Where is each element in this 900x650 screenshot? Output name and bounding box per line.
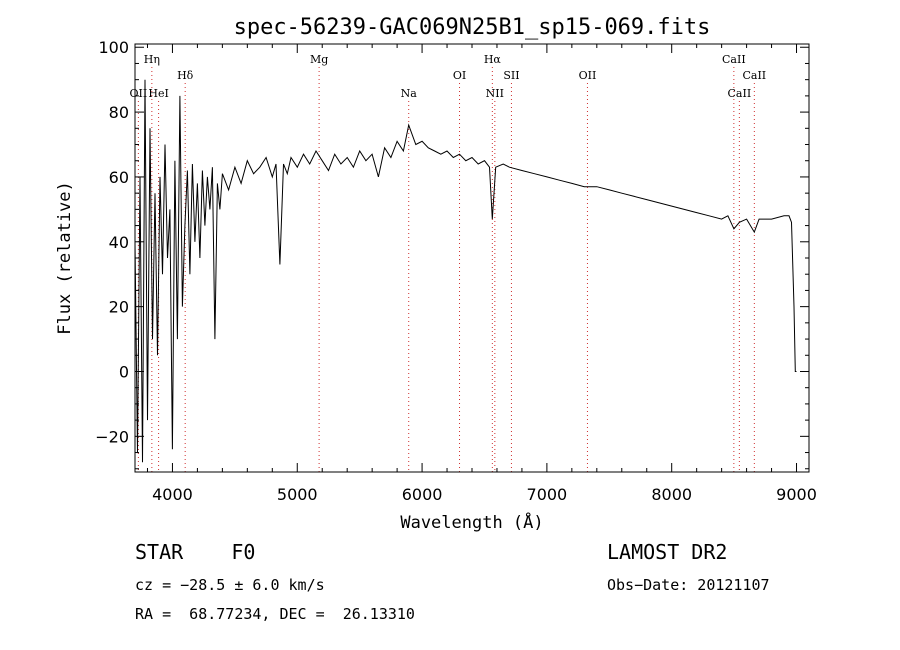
- y-tick-label: 0: [119, 362, 129, 381]
- ra-dec-coordinates: RA = 68.77234, DEC = 26.13310: [135, 605, 415, 623]
- y-tick-label: 60: [109, 168, 129, 187]
- object-class: STAR F0: [135, 540, 256, 564]
- spectral-line-label: Mg: [310, 53, 328, 66]
- axis-ticks: 4000 5000 6000 7000 8000 9000 −20 0 20 40 60 80 100: [95, 38, 817, 504]
- spectral-line-label: CaII: [728, 87, 752, 100]
- x-tick-label: 5000: [277, 485, 318, 504]
- y-tick-label: 100: [98, 38, 129, 57]
- spectral-line-label: Hη: [144, 53, 160, 66]
- y-axis-label: Flux (relative): [55, 181, 75, 335]
- spectral-line-label: SII: [503, 69, 519, 82]
- spectral-line-label: NII: [486, 87, 504, 100]
- observation-date: Obs−Date: 20121107: [607, 576, 770, 594]
- x-axis-label: Wavelength (Å): [400, 511, 543, 533]
- spectral-line-label: CaII: [722, 53, 746, 66]
- y-tick-label: 40: [109, 233, 129, 252]
- plot-frame: [134, 43, 810, 473]
- y-tick-label: 80: [109, 103, 129, 122]
- spectrum-chart: spec-56239-GAC069N25B1_sp15-069.fits Hη O…: [55, 15, 817, 533]
- survey-name: LAMOST DR2: [607, 540, 728, 564]
- x-tick-label: 6000: [402, 485, 443, 504]
- x-tick-label: 9000: [776, 485, 817, 504]
- y-tick-label: −20: [95, 427, 129, 446]
- x-tick-label: 4000: [152, 485, 193, 504]
- spectral-line-label: CaII: [742, 69, 766, 82]
- spectral-line-label: Hα: [484, 53, 502, 66]
- spectral-line-label: OII: [130, 87, 148, 100]
- redshift-cz: cz = −28.5 ± 6.0 km/s: [135, 576, 325, 594]
- y-tick-label: 20: [109, 298, 129, 317]
- spectral-line-label: HeI: [148, 87, 168, 100]
- chart-title: spec-56239-GAC069N25B1_sp15-069.fits: [234, 15, 711, 40]
- spectral-line-label: Hδ: [177, 69, 194, 82]
- spectrum-line: [134, 79, 797, 463]
- spectral-line-label: OII: [579, 69, 597, 82]
- x-tick-label: 7000: [527, 485, 568, 504]
- spectral-line-label: OI: [453, 69, 466, 82]
- spectral-line-label: Na: [401, 87, 418, 100]
- x-tick-label: 8000: [651, 485, 692, 504]
